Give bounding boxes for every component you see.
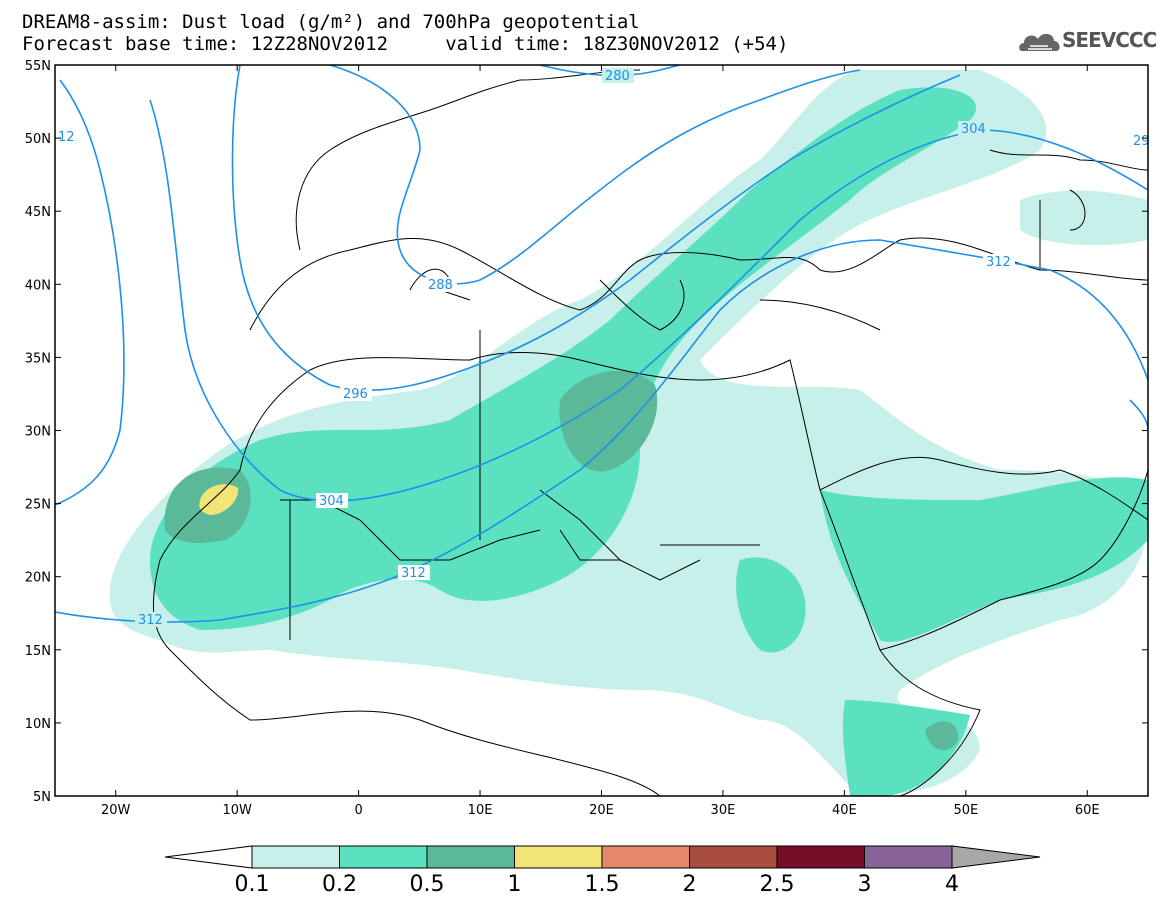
logo-text: SEEVCCC (1062, 28, 1157, 52)
colorbar-label: 0.2 (322, 872, 357, 897)
lat-label-35N: 35N (25, 351, 51, 366)
contour-296 (231, 65, 961, 391)
colorbar-swatch (251, 845, 340, 869)
colorbar-swatch (689, 845, 778, 869)
contour-label-29: 29 (1133, 134, 1150, 149)
contour-label-304: 304 (319, 494, 344, 509)
contour-label-288: 288 (428, 278, 453, 293)
contour-312 (55, 239, 1148, 623)
latitude-labels: 55N 50N 45N 40N 35N 30N 25N 20N 15N 10N 5N (25, 59, 51, 805)
colorbar-label: 0.5 (409, 872, 445, 897)
lat-label-45N: 45N (25, 205, 51, 220)
lon-label-30E: 30E (711, 803, 736, 818)
colorbar-swatch (514, 845, 603, 869)
lon-label-10E: 10E (468, 803, 493, 818)
contour-312-east (1129, 399, 1148, 431)
colorbar-label: 2 (682, 872, 697, 897)
colorbar-swatch (776, 845, 865, 869)
contour-labels: 280 288 296 304 304 312 312 312 12 29 (58, 68, 1150, 628)
lat-label-10N: 10N (25, 717, 51, 732)
title-line-1: DREAM8-assim: Dust load (g/m²) and 700hP… (22, 11, 640, 33)
seevccc-logo (1019, 33, 1060, 51)
colorbar-label: 1 (507, 872, 522, 897)
contour-label-312-west: 312 (138, 613, 163, 628)
colorbar-label: 3 (857, 872, 872, 897)
dust-area-medium (150, 87, 977, 630)
lon-label-40E: 40E (832, 803, 857, 818)
dust-area-medium-sudan (736, 557, 806, 653)
lon-label-10W: 10W (222, 803, 252, 818)
colorbar-high-triangle (951, 845, 1041, 869)
contour-label-312-east: 312 (986, 255, 1011, 270)
lat-label-5N: 5N (33, 790, 51, 805)
contour-label-280: 280 (605, 69, 630, 84)
colorbar-label: 1.5 (584, 872, 620, 897)
lat-label-25N: 25N (25, 498, 51, 513)
title-line-2: Forecast base time: 12Z28NOV2012 valid t… (22, 33, 789, 55)
cloud-icon (1019, 33, 1060, 51)
lon-label-20W: 20W (101, 803, 131, 818)
colorbar-label: 2.5 (759, 872, 795, 897)
lon-label-0: 0 (354, 803, 362, 818)
lon-label-50E: 50E (953, 803, 978, 818)
colorbar-label: 0.1 (234, 872, 270, 897)
colorbar (164, 845, 1041, 869)
contour-label-312: 312 (401, 566, 426, 581)
colorbar-swatch (426, 845, 515, 869)
contour-label-296: 296 (343, 387, 368, 402)
colorbar-swatch (601, 845, 690, 869)
contour-label-12: 12 (58, 130, 75, 145)
dust-area-dark-horn (925, 721, 959, 751)
lat-label-20N: 20N (25, 571, 51, 586)
contour-312-west (55, 79, 125, 506)
longitude-labels: 20W 10W 0 10E 20E 30E 40E 50E 60E (101, 803, 1100, 818)
lat-label-30N: 30N (25, 425, 51, 440)
lat-label-50N: 50N (25, 132, 51, 147)
colorbar-label: 4 (945, 872, 959, 897)
dust-shading (109, 70, 1148, 796)
dust-area-dark-libya (559, 370, 658, 472)
colorbar-low-triangle (164, 845, 253, 869)
contour-304 (149, 99, 1148, 502)
lat-label-40N: 40N (25, 278, 51, 293)
lon-label-20E: 20E (589, 803, 614, 818)
lat-label-15N: 15N (25, 644, 51, 659)
contour-label-304-east: 304 (961, 122, 986, 137)
dust-area-max (199, 484, 239, 515)
lon-label-60E: 60E (1075, 803, 1100, 818)
dust-area-medium-somalia (842, 700, 970, 796)
contour-288 (329, 65, 861, 285)
lat-label-55N: 55N (25, 59, 51, 74)
colorbar-swatch (339, 845, 428, 869)
geopotential-contours (55, 65, 1148, 623)
dust-area-medium-arabia (820, 477, 1148, 642)
dust-area-light-east (1020, 190, 1148, 246)
colorbar-swatch (864, 845, 953, 869)
contour-280 (539, 65, 683, 77)
axis-ticks (55, 64, 1148, 797)
